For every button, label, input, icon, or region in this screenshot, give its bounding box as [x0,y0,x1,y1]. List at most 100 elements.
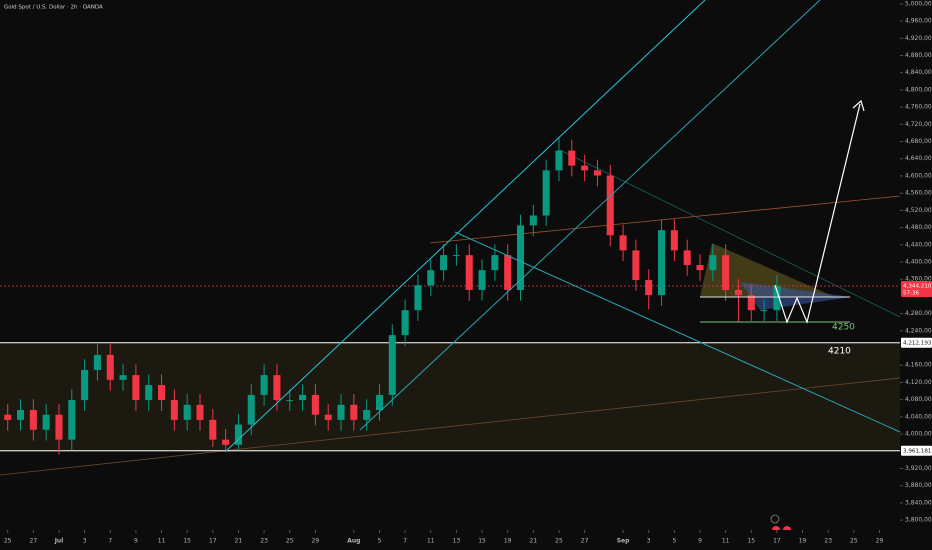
countdown: 57:36 [903,290,920,296]
projection-path [774,103,861,324]
arrow-head [852,99,865,112]
x-tick-label: 29 [876,538,884,545]
x-tick-label: 5 [672,538,676,545]
channel-line [359,0,821,431]
candle-body [286,400,294,402]
x-tick-label: 5 [378,538,382,545]
drawings-front: 4250 4210 Gold Spot / U.S. Dollar · 2h ·… [4,0,901,534]
candle-body [683,250,691,265]
x-tick-label: 11 [722,538,730,545]
x-tick-label: 13 [453,538,461,545]
y-tick-label: 4,840,000 [905,69,932,76]
candle-body [106,354,114,380]
x-tick-label: 29 [312,538,320,545]
y-tick-label: 4,240,000 [905,327,932,334]
y-tick-label: 4,120,000 [905,379,932,386]
y-tick-label: 4,680,000 [905,138,932,145]
price-label-box [901,337,932,348]
candle-body [773,285,781,311]
x-tick-label: 11 [427,538,435,545]
event-icon[interactable] [770,514,780,524]
y-tick-label: 4,560,000 [905,190,932,197]
y-tick-label: 4,640,000 [905,155,932,162]
x-tick-label: Jul [54,538,64,545]
triangle-zone [740,282,852,310]
y-tick-label: 4,920,000 [905,35,932,42]
axes: 5,000,000 4,960,000 4,920,000 4,880,000 4,84… [4,0,932,545]
candle-body [529,215,537,226]
candle-body [388,335,396,395]
price-axis [900,0,932,530]
x-tick-label: 15 [478,538,486,545]
annotation: 4250 [832,323,855,333]
x-tick-label: 21 [235,538,243,545]
candle-body [645,280,653,296]
candle-body [734,289,742,296]
candle-body [209,419,217,440]
annotation: 4210 [828,347,851,357]
x-tick-label: 17 [773,538,781,545]
candle-body [401,310,409,336]
candle-body [593,170,601,176]
x-tick-label: 23 [824,538,832,545]
candle-body [747,295,755,311]
candle-body [504,255,512,290]
x-tick-label: 7 [403,538,407,545]
candle-body [158,385,166,401]
y-tick-label: 3,800,000 [905,517,932,524]
x-tick-label: 25 [850,538,858,545]
price-label-box [901,445,932,456]
candle-body [555,150,563,171]
price-label-box [901,280,932,297]
y-tick-label: 3,840,000 [905,499,932,506]
y-tick-label: 5,000,000 [905,0,932,7]
candle-body [722,255,730,290]
candle-body [234,424,242,445]
y-tick-label: 4,600,000 [905,172,932,179]
candle-body [375,394,384,410]
y-tick-label: 4,400,000 [905,258,932,265]
candle-body [93,354,101,370]
x-tick-label: 25 [555,538,563,545]
y-tick-label: 4,040,000 [905,413,932,420]
y-tick-label: 4,880,000 [905,52,932,59]
x-tick-label: 19 [799,538,807,545]
x-tick-label: 23 [260,538,268,545]
y-tick-label: 4,280,000 [905,310,932,317]
x-tick-label: 19 [504,538,512,545]
candle-body [670,230,678,251]
channel-line [224,0,706,453]
candle-body [465,255,473,290]
x-tick-label: 21 [530,538,538,545]
candle-body [491,255,499,271]
x-tick-label: 11 [158,538,166,545]
candle-body [260,375,268,395]
y-tick-label: 4,440,000 [905,241,932,248]
candle-body [581,165,589,171]
candle-body [760,310,768,312]
y-tick-label: 4,960,000 [905,18,932,25]
x-tick-label: 7 [108,538,112,545]
price-label: 4,212,193 [903,340,932,346]
candle-body [632,250,640,281]
candle-body [42,414,50,430]
candle-body [478,270,486,290]
x-tick-label: 25 [4,538,12,545]
candle-body [427,270,435,286]
y-tick-label: 4,000,000 [905,431,932,438]
candle-body [222,439,230,445]
y-tick-label: 4,720,000 [905,121,932,128]
candle-body [350,404,358,420]
candle-body [247,394,255,425]
candle-body [542,170,550,216]
y-tick-label: 4,520,000 [905,207,932,214]
x-tick-label: Sep [617,538,630,545]
candle-body [68,400,76,440]
candle-body [145,385,153,401]
candle-body [452,255,460,257]
y-tick-label: 4,480,000 [905,224,932,231]
candle-body [299,394,307,401]
x-tick-label: 17 [209,538,217,545]
candle-body [4,414,12,420]
